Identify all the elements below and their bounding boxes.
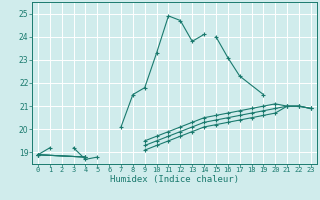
X-axis label: Humidex (Indice chaleur): Humidex (Indice chaleur) bbox=[110, 175, 239, 184]
